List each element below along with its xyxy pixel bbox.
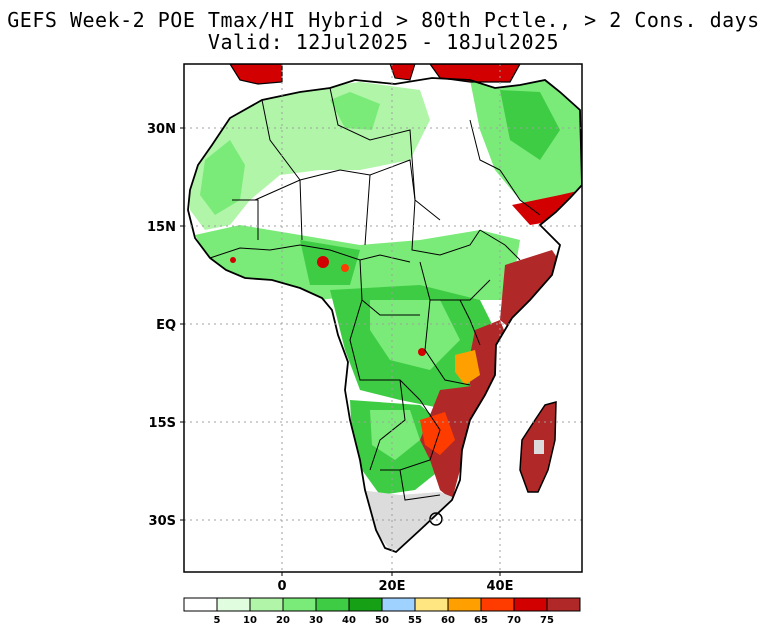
colorbar-swatch — [381, 597, 416, 612]
lat-label-30n: 30N — [147, 122, 176, 137]
colorbar-label: 75 — [540, 615, 554, 626]
colorbar-swatch — [216, 597, 251, 612]
shading-morocco-mid — [200, 140, 245, 215]
colorbar-swatch — [249, 597, 284, 612]
colorbar-label: 65 — [474, 615, 488, 626]
lon-label-0: 0 — [277, 579, 286, 594]
colorbar-label: 50 — [375, 615, 389, 626]
lesotho-outline — [429, 512, 443, 526]
hotspot-guinea — [230, 257, 236, 263]
colorbar-swatch — [414, 597, 449, 612]
colorbar-label: 40 — [342, 615, 356, 626]
hotspot-nigeria — [317, 256, 329, 268]
iberia-region — [229, 64, 283, 85]
eastern-mediterranean-region — [429, 64, 521, 83]
colorbar-label: 5 — [214, 615, 221, 626]
colorbar-label: 30 — [309, 615, 323, 626]
lat-label-15n: 15N — [147, 220, 176, 235]
lon-label-20e: 20E — [379, 579, 406, 594]
colorbar-swatch — [183, 597, 218, 612]
shading-nigeria — [300, 240, 360, 285]
shading-south-africa-grey — [360, 490, 460, 550]
lat-label-15s: 15S — [149, 416, 176, 431]
shading-northeast-dark — [500, 90, 560, 160]
map-subtitle: Valid: 12Jul2025 - 18Jul2025 — [207, 30, 560, 54]
colorbar-swatch — [480, 597, 515, 612]
axis-ticks — [180, 127, 501, 576]
country-borders — [209, 87, 541, 501]
colorbar-swatch — [546, 597, 581, 612]
colorbar-swatch — [282, 597, 317, 612]
shading-libya-mid — [330, 92, 380, 130]
colorbar-swatch — [315, 597, 350, 612]
coastline — [187, 77, 582, 554]
hotspot-congo — [418, 348, 426, 356]
colorbar-swatch — [447, 597, 482, 612]
colorbar-label: 55 — [408, 615, 422, 626]
colorbar-label: 10 — [243, 615, 257, 626]
lat-label-eq: EQ — [156, 318, 176, 333]
probability-shading — [190, 78, 582, 550]
colorbar-swatch — [348, 597, 383, 612]
colorbar-label: 60 — [441, 615, 455, 626]
colorbar-label: 70 — [507, 615, 521, 626]
hotspot-cameroon — [341, 264, 349, 272]
colorbar: 5 10 20 30 40 50 55 60 65 70 75 — [183, 597, 581, 626]
map-title: GEFS Week-2 POE Tmax/HI Hybrid > 80th Pc… — [7, 8, 760, 32]
italy-region — [389, 64, 416, 81]
colorbar-swatch — [513, 597, 548, 612]
shading-tanzania-orange — [455, 350, 480, 385]
madagascar-grey-patch — [534, 440, 544, 454]
lon-label-40e: 40E — [487, 579, 514, 594]
lat-label-30s: 30S — [149, 514, 176, 529]
colorbar-label: 20 — [276, 615, 290, 626]
shading-zambezi-orange — [420, 412, 455, 455]
shading-horn-red — [500, 250, 560, 330]
map-frame — [183, 63, 583, 573]
graticule — [184, 64, 582, 572]
